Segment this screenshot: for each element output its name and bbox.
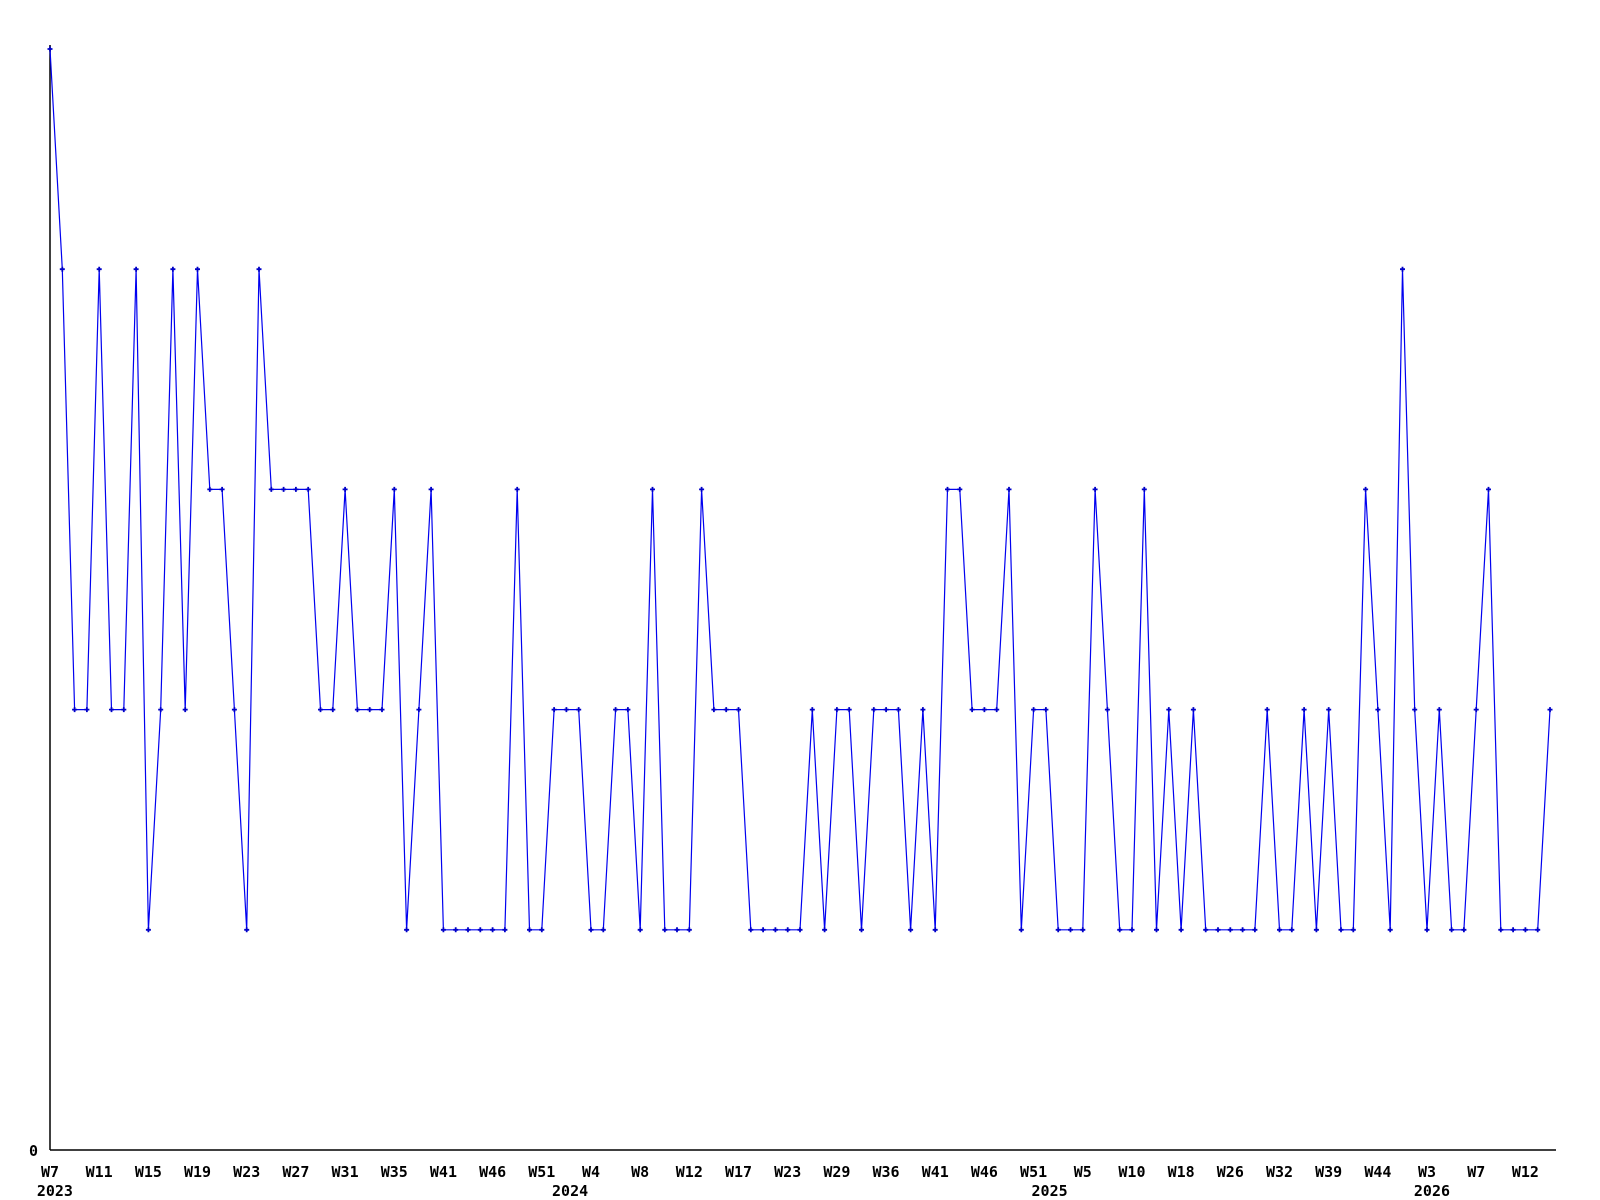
- x-tick-label: W39: [1315, 1163, 1342, 1181]
- x-tick-label: W46: [971, 1163, 998, 1181]
- x-tick-label: W29: [823, 1163, 850, 1181]
- y-zero-label: 0: [29, 1142, 38, 1160]
- x-tick-label: W26: [1217, 1163, 1244, 1181]
- x-tick-label: W23: [233, 1163, 260, 1181]
- x-tick-label: W35: [381, 1163, 408, 1181]
- year-label: 2023: [37, 1182, 73, 1200]
- x-tick-label: W41: [430, 1163, 457, 1181]
- x-tick-label: W12: [1512, 1163, 1539, 1181]
- x-tick-label: W5: [1074, 1163, 1092, 1181]
- x-tick-label: W7: [1467, 1163, 1485, 1181]
- series-markers: [47, 46, 1553, 933]
- x-tick-label: W10: [1118, 1163, 1145, 1181]
- x-tick-label: W23: [774, 1163, 801, 1181]
- x-tick-label: W31: [332, 1163, 359, 1181]
- x-tick-label: W19: [184, 1163, 211, 1181]
- x-tick-label: W8: [631, 1163, 649, 1181]
- x-tick-label: W44: [1364, 1163, 1391, 1181]
- x-tick-label: W18: [1168, 1163, 1195, 1181]
- x-tick-label: W17: [725, 1163, 752, 1181]
- x-tick-label: W4: [582, 1163, 600, 1181]
- series-line: [49, 48, 1551, 931]
- x-tick-label: W11: [86, 1163, 113, 1181]
- year-label: 2025: [1032, 1182, 1068, 1200]
- x-tick-label: W46: [479, 1163, 506, 1181]
- x-tick-label: W7: [41, 1163, 59, 1181]
- x-tick-label: W41: [922, 1163, 949, 1181]
- x-tick-label: W15: [135, 1163, 162, 1181]
- x-tick-label: W51: [528, 1163, 555, 1181]
- x-tick-label: W27: [282, 1163, 309, 1181]
- year-label: 2026: [1414, 1182, 1450, 1200]
- x-tick-label: W32: [1266, 1163, 1293, 1181]
- year-label: 2024: [552, 1182, 588, 1200]
- x-tick-label: W3: [1418, 1163, 1436, 1181]
- x-tick-label: W51: [1020, 1163, 1047, 1181]
- x-tick-label: W12: [676, 1163, 703, 1181]
- x-tick-label: W36: [873, 1163, 900, 1181]
